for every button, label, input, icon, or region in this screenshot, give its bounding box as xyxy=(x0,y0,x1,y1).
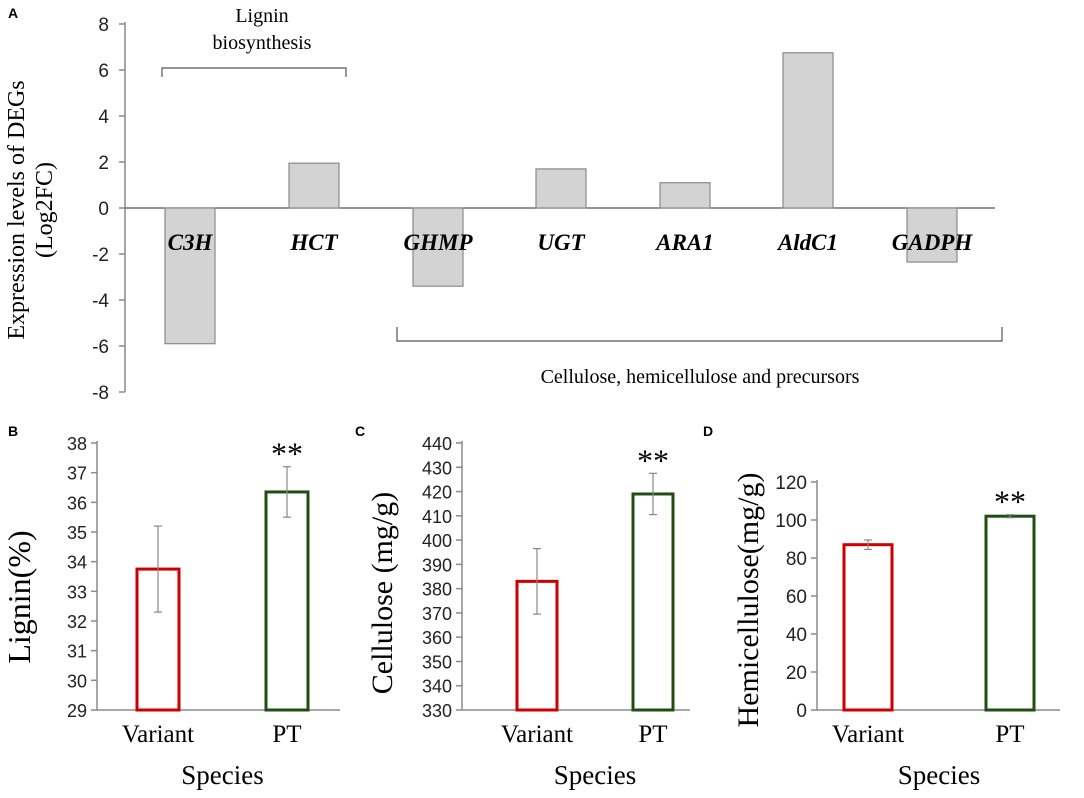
bar xyxy=(659,182,711,209)
bar xyxy=(164,207,216,345)
category-label: PT xyxy=(995,721,1024,748)
panel-label-b: B xyxy=(8,423,18,439)
y-axis-label: Hemicellulose(mg/g) xyxy=(732,473,765,728)
y-tick-label: 60 xyxy=(786,587,807,608)
y-tick-label: 0 xyxy=(98,199,109,220)
bar xyxy=(535,168,587,209)
y-tick-label: 35 xyxy=(67,523,87,543)
panel-label-d: D xyxy=(703,423,713,439)
y-axis-label-line1: Expression levels of DEGs xyxy=(4,80,30,339)
y-tick-label: 370 xyxy=(422,604,452,624)
y-axis-label: Lignin(%) xyxy=(1,530,37,663)
y-tick-label: 0 xyxy=(796,701,807,722)
y-tick-label: 120 xyxy=(775,473,807,494)
category-label: HCT xyxy=(289,230,338,255)
y-tick-label: 31 xyxy=(67,642,87,662)
panel-label-a: A xyxy=(8,5,18,21)
y-tick-label: 34 xyxy=(67,553,87,573)
panel-label-c: C xyxy=(355,423,365,439)
lignin-group-label-line1: Lignin xyxy=(235,5,288,27)
category-label: GHMP xyxy=(404,230,474,255)
y-tick-label: 8 xyxy=(98,15,109,36)
y-tick-label: 380 xyxy=(422,580,452,600)
bar xyxy=(782,52,834,209)
y-tick-label: 2 xyxy=(98,153,109,174)
category-label: GADPH xyxy=(892,230,974,255)
y-tick-label: 80 xyxy=(786,549,807,570)
y-axis-label-line2: (Log2FC) xyxy=(32,162,58,258)
bar xyxy=(264,490,310,712)
bar xyxy=(984,514,1036,712)
significance-marker: ** xyxy=(637,442,669,478)
x-axis-label: Species xyxy=(181,760,263,790)
cellulose-group-label: Cellulose, hemicellulose and precursors xyxy=(541,366,860,388)
y-tick-label: 100 xyxy=(775,511,807,532)
bar xyxy=(288,162,340,209)
panel-c: C 330 340 350 360 370 380 390 400 410 420 430 440 Var… xyxy=(355,423,690,790)
y-tick-label: 420 xyxy=(422,483,452,503)
y-tick-label: 410 xyxy=(422,507,452,527)
y-tick-label: 360 xyxy=(422,628,452,648)
y-tick-label: 440 xyxy=(422,434,452,454)
y-tick-label: 30 xyxy=(67,671,87,691)
category-label: UGT xyxy=(537,230,585,255)
y-tick-label: 430 xyxy=(422,458,452,478)
significance-marker: ** xyxy=(994,484,1026,520)
y-tick-label: 6 xyxy=(98,61,109,82)
y-tick-label: 33 xyxy=(67,582,87,602)
x-axis-label: Species xyxy=(898,760,980,790)
y-tick-label: 40 xyxy=(786,625,807,646)
bar xyxy=(842,543,894,712)
y-tick-label: -6 xyxy=(92,337,109,358)
y-tick-label: 29 xyxy=(67,701,87,721)
category-label: PT xyxy=(638,721,667,748)
panel-b: B 29 30 31 32 33 34 35 36 37 38 Variant PT ** Species L… xyxy=(1,423,340,790)
y-axis-label: Cellulose (mg/g) xyxy=(366,492,399,694)
panel-a: A -8 -6 -4 -2 0 2 4 6 8 Expression levels of DEGs(… xyxy=(4,5,1003,404)
y-tick-label: 4 xyxy=(98,107,109,128)
category-label: ARA1 xyxy=(654,230,714,255)
category-label: AldC1 xyxy=(776,230,838,255)
category-label: C3H xyxy=(168,230,214,255)
bar xyxy=(631,492,675,712)
y-tick-label: 20 xyxy=(786,663,807,684)
bar xyxy=(412,207,464,287)
category-label: Variant xyxy=(501,721,573,748)
bar xyxy=(906,207,958,263)
cellulose-bracket xyxy=(396,327,1003,342)
y-tick-label: -8 xyxy=(92,383,109,404)
x-axis-label: Species xyxy=(554,760,636,790)
y-tick-label: 37 xyxy=(67,464,87,484)
lignin-group-label-line2: biosynthesis xyxy=(213,32,312,54)
y-tick-label: 36 xyxy=(67,493,87,513)
panel-d: D 0 20 40 60 80 100 120 Variant PT ** Species Hemice… xyxy=(703,423,1060,790)
y-tick-label: 350 xyxy=(422,652,452,672)
category-label: Variant xyxy=(122,721,194,748)
y-tick-label: 32 xyxy=(67,612,87,632)
category-label: PT xyxy=(272,721,301,748)
y-tick-label: 330 xyxy=(422,701,452,721)
category-label: Variant xyxy=(832,721,904,748)
y-tick-label: -2 xyxy=(92,245,109,266)
y-tick-label: -4 xyxy=(92,291,109,312)
y-tick-label: 340 xyxy=(422,677,452,697)
lignin-bracket xyxy=(161,67,347,77)
significance-marker: ** xyxy=(271,436,303,472)
y-tick-label: 38 xyxy=(67,434,87,454)
y-tick-label: 390 xyxy=(422,555,452,575)
y-tick-label: 400 xyxy=(422,531,452,551)
